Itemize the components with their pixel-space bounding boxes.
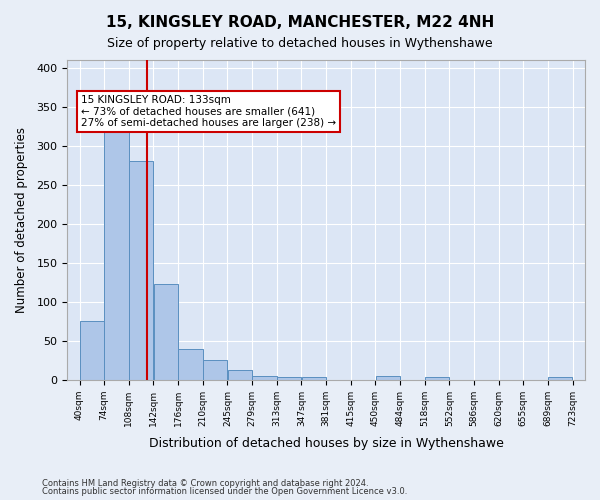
Bar: [104, 126, 128, 380]
X-axis label: Distribution of detached houses by size in Wythenshawe: Distribution of detached houses by size …: [149, 437, 503, 450]
Bar: [548, 378, 572, 380]
Bar: [252, 376, 277, 380]
Bar: [302, 378, 326, 380]
Bar: [178, 350, 203, 380]
Bar: [154, 284, 178, 380]
Bar: [376, 376, 400, 380]
Text: 15, KINGSLEY ROAD, MANCHESTER, M22 4NH: 15, KINGSLEY ROAD, MANCHESTER, M22 4NH: [106, 15, 494, 30]
Text: Contains public sector information licensed under the Open Government Licence v3: Contains public sector information licen…: [42, 487, 407, 496]
Bar: [425, 378, 449, 380]
Text: 15 KINGSLEY ROAD: 133sqm
← 73% of detached houses are smaller (641)
27% of semi-: 15 KINGSLEY ROAD: 133sqm ← 73% of detach…: [81, 95, 336, 128]
Bar: [80, 322, 104, 380]
Text: Size of property relative to detached houses in Wythenshawe: Size of property relative to detached ho…: [107, 38, 493, 51]
Bar: [203, 360, 227, 380]
Y-axis label: Number of detached properties: Number of detached properties: [15, 127, 28, 313]
Text: Contains HM Land Registry data © Crown copyright and database right 2024.: Contains HM Land Registry data © Crown c…: [42, 478, 368, 488]
Bar: [277, 376, 301, 380]
Bar: [129, 160, 154, 380]
Bar: [227, 370, 252, 380]
